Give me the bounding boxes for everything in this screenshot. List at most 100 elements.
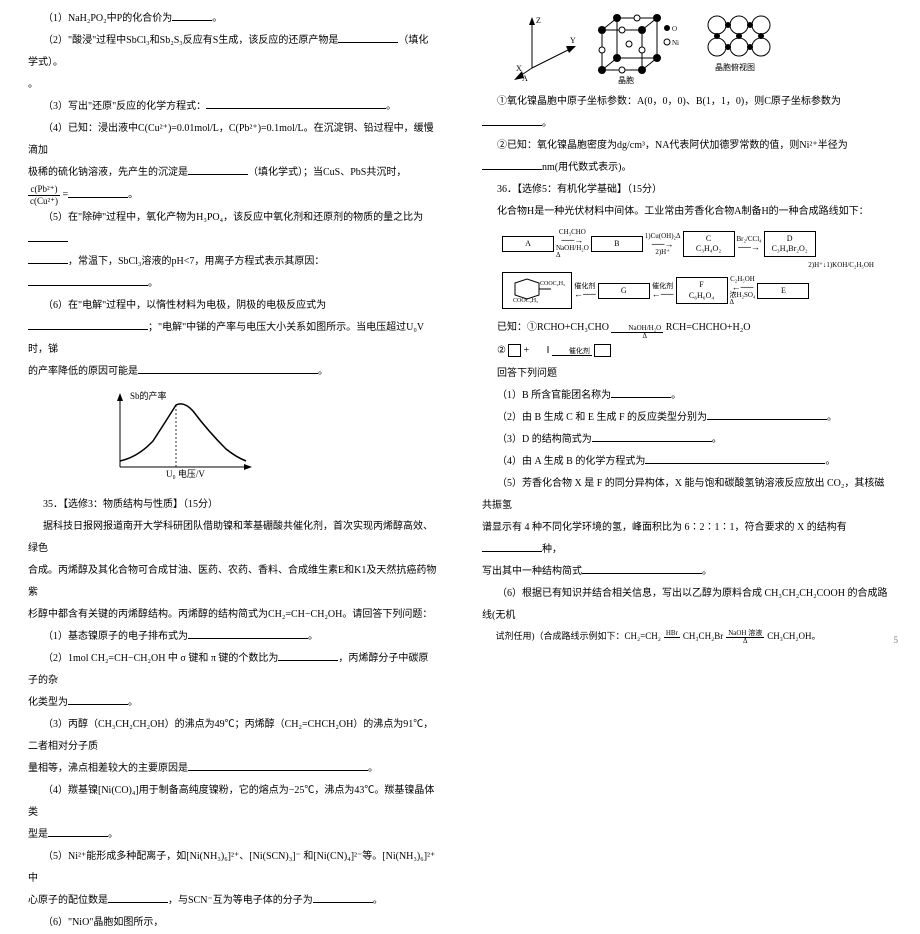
s1: （1）基态镍原子的电子排布式为 。: [28, 626, 438, 648]
given1-right: RCH=CHCHO+H₂O: [666, 322, 751, 333]
fraction: c(Pb²⁺) c(Cu²⁺): [28, 184, 60, 207]
s4b-text: 型是: [28, 829, 48, 840]
para2: 合成。丙烯醇及其化合物可合成甘油、医药、农药、香料、合成维生素E和K1及天然抗癌…: [28, 560, 438, 604]
blank: [338, 31, 398, 43]
q5b-text: ，常温下，SbCl₃溶液的pH<7，用离子方程式表示其原因：: [68, 256, 324, 267]
q3-text: （3）写出"还原"反应的化学方程式：: [43, 101, 206, 112]
right-column: Z Y X A: [460, 0, 920, 651]
flow-arrow: 1)Cu(OH)₂Δ──→2)H⁺: [645, 233, 681, 256]
q1-end: 。: [212, 13, 222, 24]
blank: [48, 825, 108, 837]
ans-title: 回答下列问题: [482, 363, 894, 385]
q3: （3）写出"还原"反应的化学方程式：。: [28, 96, 438, 118]
q4b: 极稀的硫化钠溶液，先产生的沉淀是（填化学式）；当CuS、PbS共沉时，: [28, 162, 438, 184]
route-arrow: HBr: [664, 630, 680, 645]
svg-text:晶胞: 晶胞: [618, 75, 634, 85]
s5c-text: ，与SCN⁻互为等电子体的分子为: [168, 895, 313, 906]
q5b: ，常温下，SbCl₃溶液的pH<7，用离子方程式表示其原因： 。: [28, 251, 438, 295]
blank: [707, 408, 827, 420]
s2a: （2）1mol CH₂=CH−CH₂OH 中 σ 键和 π 键的个数比为，丙烯醇…: [28, 648, 438, 692]
q4a: （4）已知：浸出液中C(Cu²⁺)=0.01mol/L，C(Pb²⁺)=0.1m…: [28, 118, 438, 162]
svg-text:晶胞俯视图: 晶胞俯视图: [715, 62, 755, 72]
blank: [28, 274, 148, 286]
page-number: 5: [894, 635, 899, 645]
flow-arrow: 催化剂←──: [574, 283, 596, 299]
svg-text:Y: Y: [570, 36, 576, 45]
flow-arrow: CH₃CHO──→NaOH/H₂OΔ: [556, 229, 589, 259]
box-icon: [508, 344, 521, 357]
q1: （1）NaH₂PO₂中P的化合价为 。: [28, 8, 438, 30]
q6a: （6）在"电解"过程中，以惰性材料为电极，阴极的电极反应式为: [28, 295, 438, 317]
r1a: ①氧化镍晶胞中原子坐标参数：A(0，0，0)、B(1，1，0)，则C原子坐标参数…: [497, 96, 841, 107]
left-column: （1）NaH₂PO₂中P的化合价为。 （2）"酸浸"过程中SbCl₃和Sb₂S₃…: [0, 0, 460, 651]
a6a: （6）根据已有知识并结合相关信息，写出以乙醇为原料合成 CH₃CH₂CH₂COO…: [482, 583, 894, 627]
reaction-arrow: NaOH/H₂OΔ: [611, 325, 663, 340]
flow-box-e: E: [757, 283, 809, 299]
a1: （1）B 所含官能团名称为。: [482, 385, 894, 407]
s4b: 型是。: [28, 824, 438, 846]
synthesis-flowchart: A CH₃CHO──→NaOH/H₂OΔ B 1)Cu(OH)₂Δ──→2)H⁺…: [502, 229, 894, 309]
a5a: （5）芳香化合物 X 是 F 的同分异构体，X 能与饱和碳酸氢钠溶液反应放出 C…: [482, 473, 894, 517]
s4a: （4）羰基镍[Ni(CO)₄]用于制备高纯度镍粉，它的熔点为−25℃，沸点为43…: [28, 780, 438, 824]
blank: [188, 163, 248, 175]
s5b-text: 心原子的配位数是: [28, 895, 108, 906]
q4b-text: 极稀的硫化钠溶液，先产生的沉淀是: [28, 167, 188, 178]
flow-box-h: COOC₂H₅COOC₂H₅: [502, 272, 572, 309]
blank: [313, 891, 373, 903]
chart-xlabel: U₀ 电压/V: [166, 468, 205, 479]
unit-cell-diagram: O Ni 晶胞: [592, 10, 687, 85]
given1-text: 已知：①RCHO+CH₃CHO: [497, 322, 609, 333]
s6: （6）"NiO"晶胞如图所示，: [28, 912, 438, 934]
svg-text:COOC₂H₅: COOC₂H₅: [513, 298, 538, 303]
blank: [188, 759, 368, 771]
s1-end: 。: [308, 631, 318, 642]
svg-text:O: O: [672, 25, 677, 33]
s2a-text: （2）1mol CH₂=CH−CH₂OH 中 σ 键和 π 键的个数比为: [43, 653, 278, 664]
sec36-title: 36．【选修5：有机化学基础】（15分）: [482, 179, 894, 201]
synthesis-route-example: 试剂任用)（合成路线示例如下：CH₂=CH₂ HBr CH₃CH₂Br NaOH…: [496, 627, 895, 647]
svg-text:X: X: [516, 64, 522, 73]
q4-frac: c(Pb²⁺) c(Cu²⁺) =。: [28, 184, 438, 207]
blank: [68, 186, 128, 198]
flow-box-a: A: [502, 236, 554, 252]
q6c: 的产率降低的原因可能是 。: [28, 361, 438, 383]
given1: 已知：①RCHO+CH₃CHO NaOH/H₂OΔ RCH=CHCHO+H₂O: [482, 317, 894, 340]
s1-text: （1）基态镍原子的电子排布式为: [43, 631, 188, 642]
frac-num: c(Pb²⁺): [28, 184, 60, 196]
s5b: 心原子的配位数是，与SCN⁻互为等电子体的分子为。: [28, 890, 438, 912]
q2-cont: 。: [28, 74, 438, 96]
blank: [188, 627, 308, 639]
given2: ② + ‖ 催化剂: [482, 340, 894, 363]
blank: [28, 230, 68, 242]
blank: [28, 318, 148, 330]
double-bond-icon: ‖: [532, 340, 550, 362]
flow-box-b: B: [591, 236, 643, 252]
s3-end: 。: [368, 763, 378, 774]
blank: [482, 540, 542, 552]
a4: （4）由 A 生成 B 的化学方程式为。: [482, 451, 894, 473]
blank: [206, 97, 386, 109]
reaction-arrow: 催化剂: [552, 348, 592, 363]
q6-end: 。: [318, 366, 328, 377]
sb-yield-chart: Sb的产率 U₀ 电压/V: [108, 389, 258, 479]
q1-text: （1）NaH₂PO₂中P的化合价为: [43, 13, 172, 24]
sec35-title: 35．【选修3：物质结构与性质】（15分）: [28, 494, 438, 516]
q5-end: 。: [148, 278, 158, 289]
q6b: ；"电解"中锑的产率与电压大小关系如图所示。当电压超过U₀V时，锑: [28, 317, 438, 361]
svg-text:A: A: [522, 74, 528, 83]
s2-end: 。: [128, 697, 138, 708]
q5a-text: （5）在"除砷"过程中，氧化产物为H₃PO₄，该反应中氧化剂和还原剂的物质的量之…: [43, 212, 423, 223]
q2-text: （2）"酸浸"过程中SbCl₃和Sb₂S₃反应有S生成，该反应的还原产物是: [43, 35, 338, 46]
para3: 杉醇中都含有关键的丙烯醇结构。丙烯醇的结构简式为CH₂=CH−CH₂OH。请回答…: [28, 604, 438, 626]
q2: （2）"酸浸"过程中SbCl₃和Sb₂S₃反应有S生成，该反应的还原产物是（填化…: [28, 30, 438, 74]
q6c-text: 的产率降低的原因可能是: [28, 366, 138, 377]
top-view-diagram: 晶胞俯视图: [697, 10, 792, 85]
frac-den: c(Cu²⁺): [28, 196, 60, 207]
svg-text:Ni: Ni: [672, 39, 679, 47]
svg-text:Z: Z: [536, 16, 541, 25]
flow-box-g: G: [598, 283, 650, 299]
s5a: （5）Ni²⁺能形成多种配离子，如[Ni(NH₃)₆]²⁺、[Ni(SCN)₃]…: [28, 846, 438, 890]
blank: [108, 891, 168, 903]
para1: 据科技日报网报道南开大学科研团队借助镍和苯基硼酸共催化剂，首次实现丙烯醇高效、绿…: [28, 516, 438, 560]
a3: （3）D 的结构简式为。: [482, 429, 894, 451]
